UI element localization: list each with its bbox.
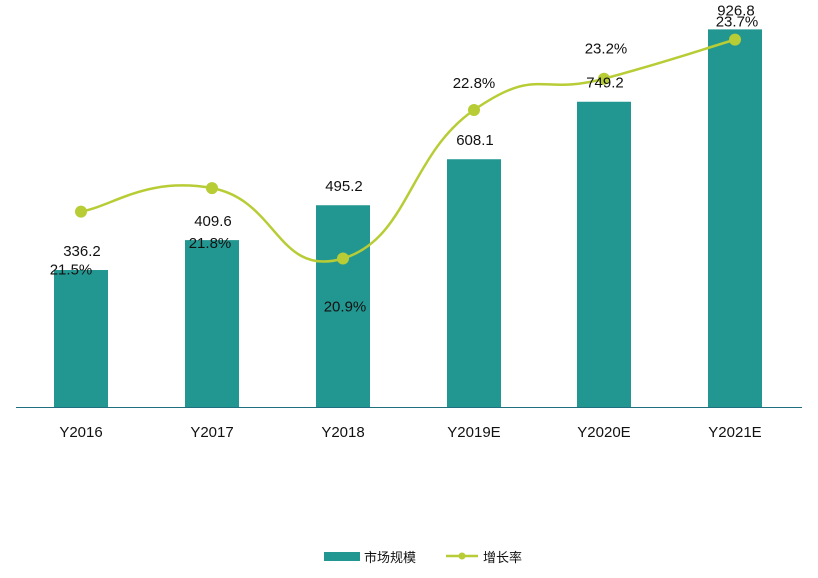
bar-value-label: 749.2: [586, 75, 624, 92]
legend-swatch-line-marker: [458, 552, 466, 560]
x-tick-label: Y2018: [321, 424, 364, 441]
labels-layer: 336.2 409.6 495.2 608.1 749.2 926.8 21.5% 21.8%…: [50, 2, 759, 315]
growth-marker-Y2016: [75, 205, 87, 218]
growth-marker-Y2020E: [598, 72, 610, 85]
bar-Y2021E: [708, 29, 762, 408]
bar-Y2020E: [577, 101, 631, 408]
growth-value-label: 23.2%: [585, 41, 628, 58]
bars-layer: [54, 29, 762, 408]
x-tick-label: Y2019E: [447, 424, 500, 441]
legend: 市场规模 增长率: [324, 550, 522, 566]
growth-marker-Y2018: [337, 252, 349, 265]
x-tick-label: Y2017: [190, 424, 233, 441]
bar-value-label: 926.8: [717, 2, 755, 19]
legend-label-line: 增长率: [483, 550, 522, 566]
bar-Y2016: [54, 270, 108, 407]
bar-value-label: 336.2: [63, 243, 101, 260]
legend-swatch-bar: [324, 552, 360, 561]
bar-Y2017: [185, 240, 239, 407]
growth-value-label: 23.7%: [716, 14, 759, 31]
x-tick-label: Y2021E: [708, 424, 761, 441]
bar-Y2018: [316, 205, 370, 407]
growth-line: [80, 38, 736, 263]
growth-value-label: 22.8%: [453, 75, 496, 92]
x-tick-label: Y2020E: [577, 424, 630, 441]
x-tick-label: Y2016: [59, 424, 102, 441]
category-labels: Y2016 Y2017 Y2018 Y2019E Y2020E Y2021E: [59, 424, 761, 441]
bar-value-label: 495.2: [325, 178, 363, 195]
growth-value-label: 21.5%: [50, 262, 93, 279]
bar-value-label: 409.6: [194, 213, 232, 230]
growth-value-label: 21.8%: [189, 235, 232, 252]
growth-marker-Y2019E: [468, 103, 480, 116]
growth-value-label: 20.9%: [324, 298, 367, 315]
growth-marker-Y2017: [206, 182, 218, 195]
growth-marker-Y2021E: [729, 33, 741, 46]
bar-value-label: 608.1: [456, 132, 494, 149]
legend-label-bar: 市场规模: [364, 550, 416, 566]
bar-Y2019E: [447, 159, 501, 407]
line-layer: [75, 33, 741, 265]
